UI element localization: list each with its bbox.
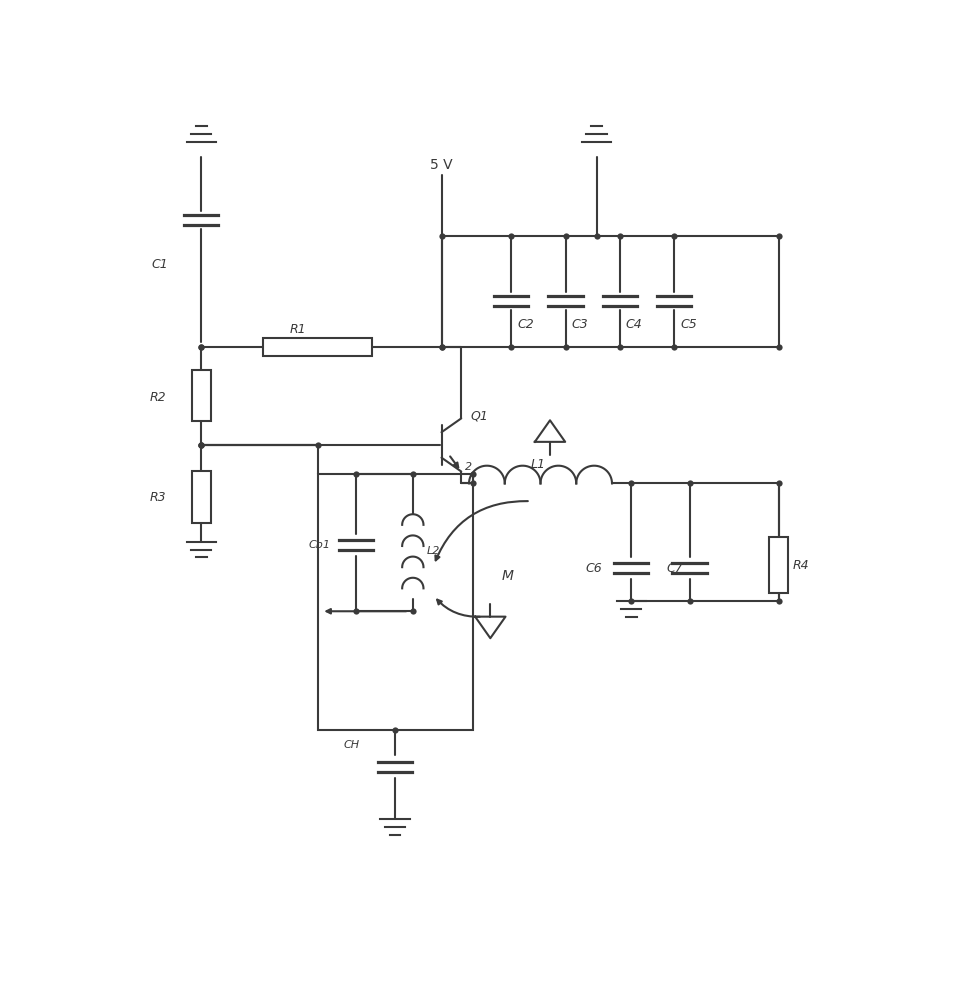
Text: L2: L2: [427, 546, 440, 556]
Text: 2: 2: [465, 462, 472, 472]
Bar: [769, 537, 788, 593]
Text: R2: R2: [150, 391, 166, 404]
Text: C2: C2: [518, 318, 534, 331]
Text: C1: C1: [152, 258, 168, 271]
Text: CH: CH: [344, 740, 361, 750]
Bar: [264, 338, 372, 356]
Bar: [192, 471, 211, 523]
Text: L1: L1: [531, 458, 546, 471]
Bar: [317, 474, 473, 730]
Text: R1: R1: [290, 323, 307, 336]
Text: M: M: [502, 569, 513, 583]
Text: Q1: Q1: [471, 409, 488, 422]
Bar: [192, 370, 211, 421]
Text: C7: C7: [667, 562, 683, 575]
Text: 5 V: 5 V: [431, 158, 453, 172]
Text: C3: C3: [572, 318, 589, 331]
Text: R4: R4: [792, 559, 809, 572]
Text: C4: C4: [626, 318, 643, 331]
Text: C5: C5: [680, 318, 697, 331]
Text: Cb1: Cb1: [309, 540, 331, 550]
Text: R3: R3: [150, 491, 166, 504]
Text: C6: C6: [585, 562, 602, 575]
